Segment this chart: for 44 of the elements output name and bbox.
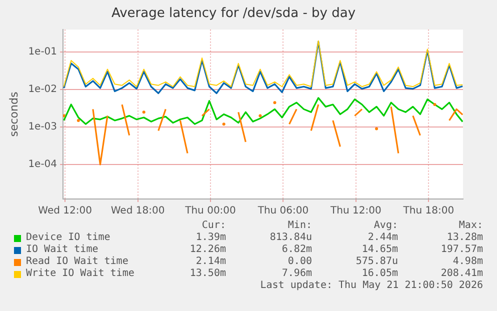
chart-title: Average latency for /dev/sda - by day	[111, 6, 356, 22]
point	[222, 122, 226, 126]
legend-label: IO Wait time	[26, 244, 98, 256]
x-tick-label: Wed 12:00	[38, 206, 92, 217]
text: Last update: Thu May 21 21:00:50 2026	[260, 280, 483, 291]
text: 4.98m	[452, 256, 483, 267]
text: 6.82m	[282, 244, 312, 255]
point	[433, 103, 436, 106]
point	[375, 127, 378, 130]
x-tick-label: Thu 06:00	[256, 206, 309, 217]
y-tick-label: 1e-01	[28, 46, 58, 58]
x-tick-label: Thu 00:00	[184, 206, 236, 217]
text: 208.41m	[440, 268, 483, 279]
legend-label: Device IO time	[26, 232, 110, 244]
y-tick-label: 1e-04	[28, 159, 58, 170]
text: 2.14m	[196, 256, 226, 267]
text: 197.57m	[440, 244, 483, 255]
text: 13.50m	[190, 268, 226, 279]
text: Min:	[288, 220, 312, 231]
point	[76, 118, 80, 122]
y-tick-label: 1e-02	[28, 84, 58, 96]
point	[142, 110, 146, 114]
text: 14.65m	[362, 244, 398, 255]
text: 2.44m	[368, 232, 398, 243]
text: 575.87u	[356, 256, 398, 267]
y-axis-title: seconds	[7, 92, 20, 137]
legend-label: Write IO Wait time	[26, 268, 134, 280]
legend-label: Read IO Wait time	[26, 256, 128, 268]
point	[273, 101, 276, 104]
text: 813.84u	[270, 232, 312, 243]
text: Max:	[458, 220, 483, 231]
text: 12.26m	[190, 244, 226, 255]
text: Cur:	[202, 220, 226, 231]
text: 16.05m	[362, 268, 398, 279]
text: 13.28m	[446, 232, 483, 243]
text: 7.96m	[282, 268, 312, 279]
text: 0.00	[288, 256, 312, 267]
x-tick-label: Thu 18:00	[402, 206, 454, 217]
y-tick-label: 1e-03	[28, 122, 58, 133]
x-tick-label: Wed 18:00	[110, 206, 165, 217]
text: 1.39m	[196, 232, 226, 243]
x-tick-label: Thu 12:00	[330, 206, 382, 217]
point	[258, 114, 262, 118]
text: Avg:	[374, 220, 398, 231]
